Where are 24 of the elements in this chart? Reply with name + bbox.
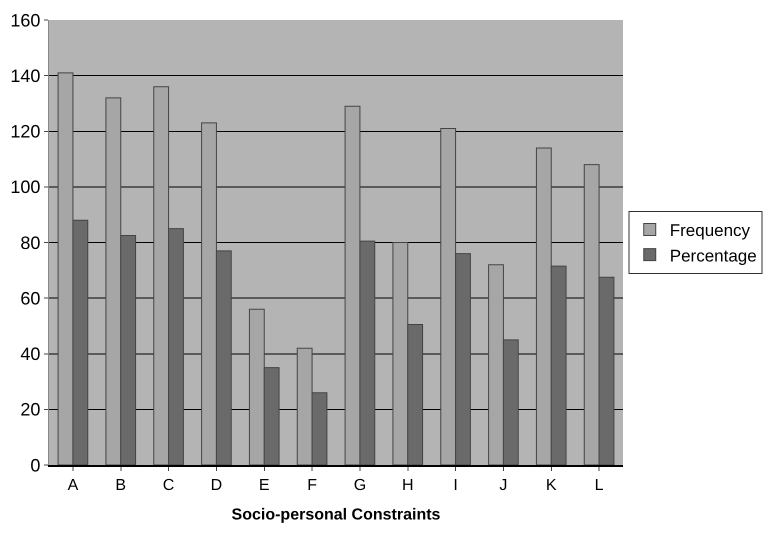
y-tick-label: 80	[20, 232, 40, 253]
y-tick-label: 40	[20, 344, 40, 364]
y-tick-label: 140	[10, 66, 40, 86]
x-tick-label: G	[354, 477, 366, 494]
x-tick-label: B	[115, 477, 126, 494]
y-tick-label: 0	[30, 455, 40, 476]
x-tick-label: L	[594, 477, 604, 494]
x-tick-label: E	[258, 477, 270, 494]
x-tick-label: F	[307, 477, 318, 494]
y-tick-label: 120	[10, 122, 40, 142]
x-axis-title: Socio-personal Constraints	[232, 506, 441, 524]
y-tick-label: 100	[10, 177, 40, 198]
x-tick-label: K	[546, 477, 557, 494]
x-tick-label: J	[499, 477, 508, 494]
x-tick-label: H	[402, 477, 414, 494]
y-tick-label: 20	[20, 400, 40, 420]
x-tick-label: I	[453, 477, 458, 494]
y-tick-label: 160	[10, 10, 40, 30]
x-tick-label: D	[210, 477, 222, 494]
legend-label: Percentage	[670, 246, 757, 266]
legend-label: Frequency	[670, 221, 751, 240]
x-tick-label: A	[68, 477, 79, 494]
y-tick-label: 60	[20, 288, 40, 308]
x-tick-label: C	[162, 477, 174, 494]
